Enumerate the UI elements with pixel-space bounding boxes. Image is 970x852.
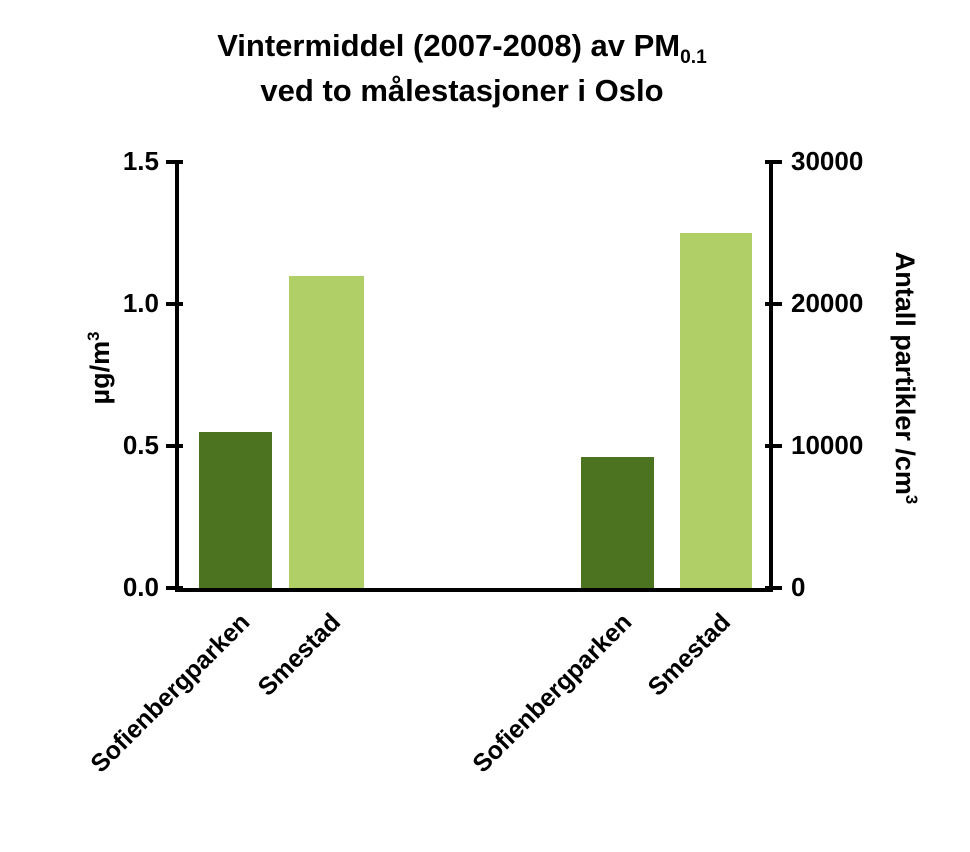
left-axis-tick: [166, 160, 183, 164]
right-axis-tick-label: 30000: [791, 145, 864, 176]
left-axis-tick: [166, 302, 183, 306]
chart-title-subscript: 0.1: [680, 47, 707, 69]
left-axis-tick-label: 1.5: [122, 145, 159, 176]
chart-title-line1: Vintermiddel (2007-2008) av PM0.1: [0, 26, 924, 71]
left-axis-tick-label: 1.0: [122, 287, 159, 318]
right-axis-tick: [765, 586, 782, 590]
right-axis-tick-label: 20000: [791, 287, 864, 318]
category-label: Smestad: [642, 608, 737, 702]
chart-title-line1-text: Vintermiddel (2007-2008) av PM: [217, 28, 681, 63]
chart-title: Vintermiddel (2007-2008) av PM0.1 ved to…: [0, 26, 924, 111]
bar-sofienbergparken-right: [580, 457, 654, 588]
left-axis-tick-label: 0.5: [122, 429, 159, 460]
right-axis-label-text: Antall partikler /cm: [890, 251, 920, 495]
category-label: Smestad: [252, 608, 347, 702]
plot-area: 0.0 0.5 1.0 1.5 0 10000 20000 30000: [123, 146, 863, 602]
left-axis-label: µg/m3: [84, 332, 116, 405]
left-axis-tick: [166, 444, 183, 448]
right-axis-label-superscript: 3: [902, 494, 921, 505]
right-axis-tick-label: 0: [791, 571, 806, 602]
right-axis-label: Antall partikler /cm3: [889, 252, 921, 504]
chart-title-line2: ved to målestasjoner i Oslo: [260, 73, 664, 109]
left-axis-tick: [166, 586, 183, 590]
category-label: Sofienbergparken: [85, 608, 256, 779]
right-axis-tick: [765, 160, 782, 164]
category-label: Sofienbergparken: [467, 608, 638, 779]
bar-sofienbergparken-left: [199, 431, 272, 588]
right-axis-tick: [765, 302, 782, 306]
left-axis-tick-label: 0.0: [122, 571, 159, 602]
left-axis-label-text: µg/m: [85, 340, 115, 405]
bar-smestad-left: [289, 275, 364, 588]
right-axis-tick: [765, 444, 782, 448]
bar-smestad-right: [679, 233, 753, 588]
left-axis-label-superscript: 3: [84, 331, 103, 341]
right-axis-tick-label: 10000: [791, 429, 864, 460]
